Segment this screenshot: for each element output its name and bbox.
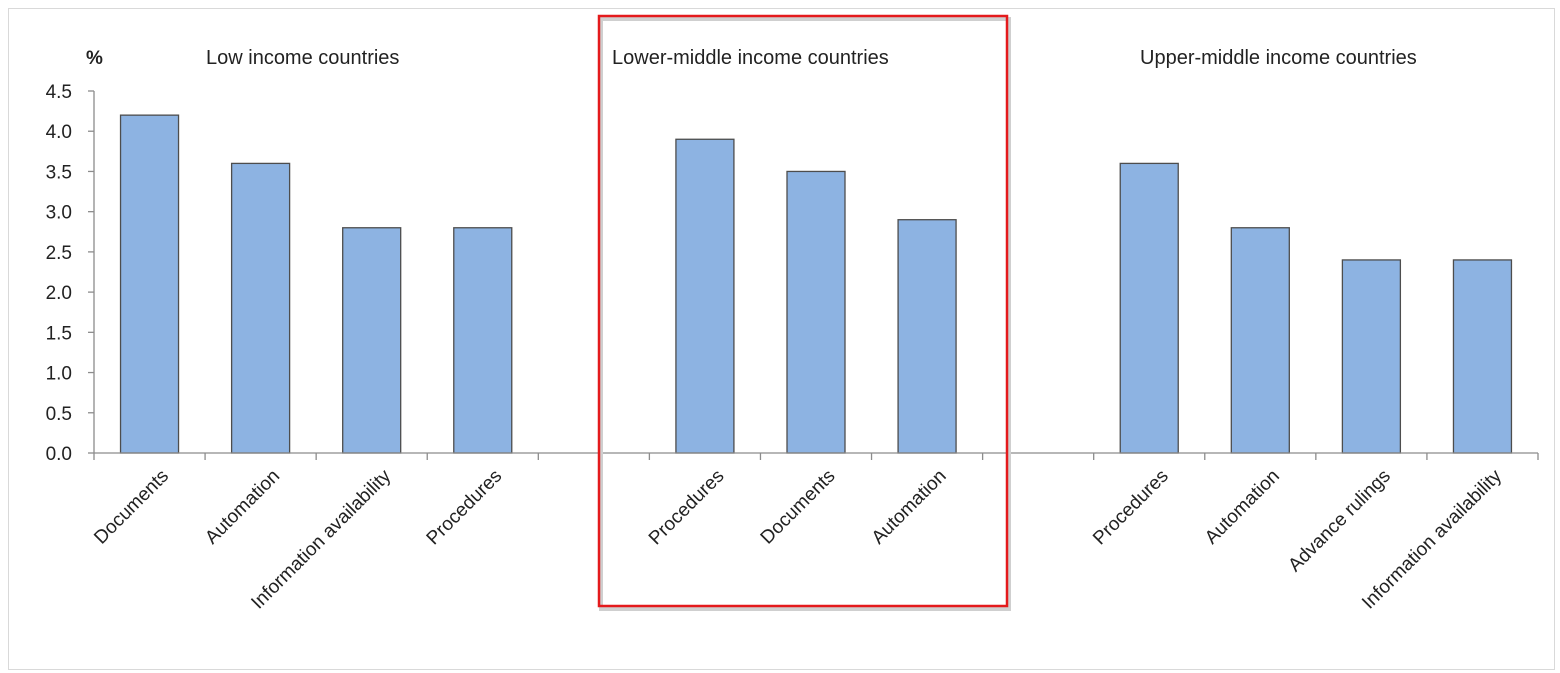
group-title: Lower-middle income countries	[612, 47, 889, 69]
group-title: Low income countries	[206, 47, 399, 69]
y-tick-label: 0.5	[46, 404, 72, 425]
bar	[1230, 227, 1290, 454]
category-label: Procedures	[423, 466, 507, 550]
highlight-box	[597, 14, 1011, 611]
bar	[230, 162, 291, 454]
bar	[453, 227, 513, 454]
category-label: Procedures	[645, 466, 729, 550]
bar	[342, 227, 402, 454]
y-tick-label: 2.0	[46, 283, 72, 304]
y-tick-label: 4.5	[46, 82, 72, 103]
x-axis	[93, 452, 1539, 460]
category-label: Automation	[868, 466, 951, 549]
category-label: Procedures	[1089, 466, 1173, 550]
bar	[1341, 259, 1402, 454]
bar	[1452, 259, 1513, 454]
y-tick-label: 2.5	[46, 243, 72, 264]
y-unit-label: %	[86, 48, 103, 69]
bar	[675, 138, 735, 454]
bar	[1119, 162, 1179, 454]
category-label: Documents	[90, 466, 173, 549]
category-label: Documents	[757, 466, 840, 549]
category-label: Automation	[1201, 466, 1284, 549]
group-titles: Low income countries Lower-middle income …	[206, 47, 1417, 69]
y-tick-label: 3.5	[46, 162, 72, 183]
y-axis: 0.0 0.5 1.0 1.5 2.0 2.5 3.0 3.5 4.0 4.5	[46, 82, 95, 465]
y-tick-label: 1.5	[46, 323, 72, 344]
y-tick-label: 4.0	[46, 122, 72, 143]
bars	[119, 114, 1513, 454]
y-tick-label: 0.0	[46, 444, 72, 465]
category-label: Advance rulings	[1284, 466, 1394, 576]
highlight-box-border	[597, 14, 1009, 608]
group-title: Upper-middle income countries	[1140, 47, 1417, 69]
bar	[119, 114, 180, 454]
bar	[786, 170, 846, 454]
y-tick-label: 1.0	[46, 364, 72, 385]
highlight-box-shadow	[599, 17, 1011, 611]
category-label: Automation	[201, 466, 284, 549]
bar	[897, 219, 957, 454]
y-tick-label: 3.0	[46, 203, 72, 224]
